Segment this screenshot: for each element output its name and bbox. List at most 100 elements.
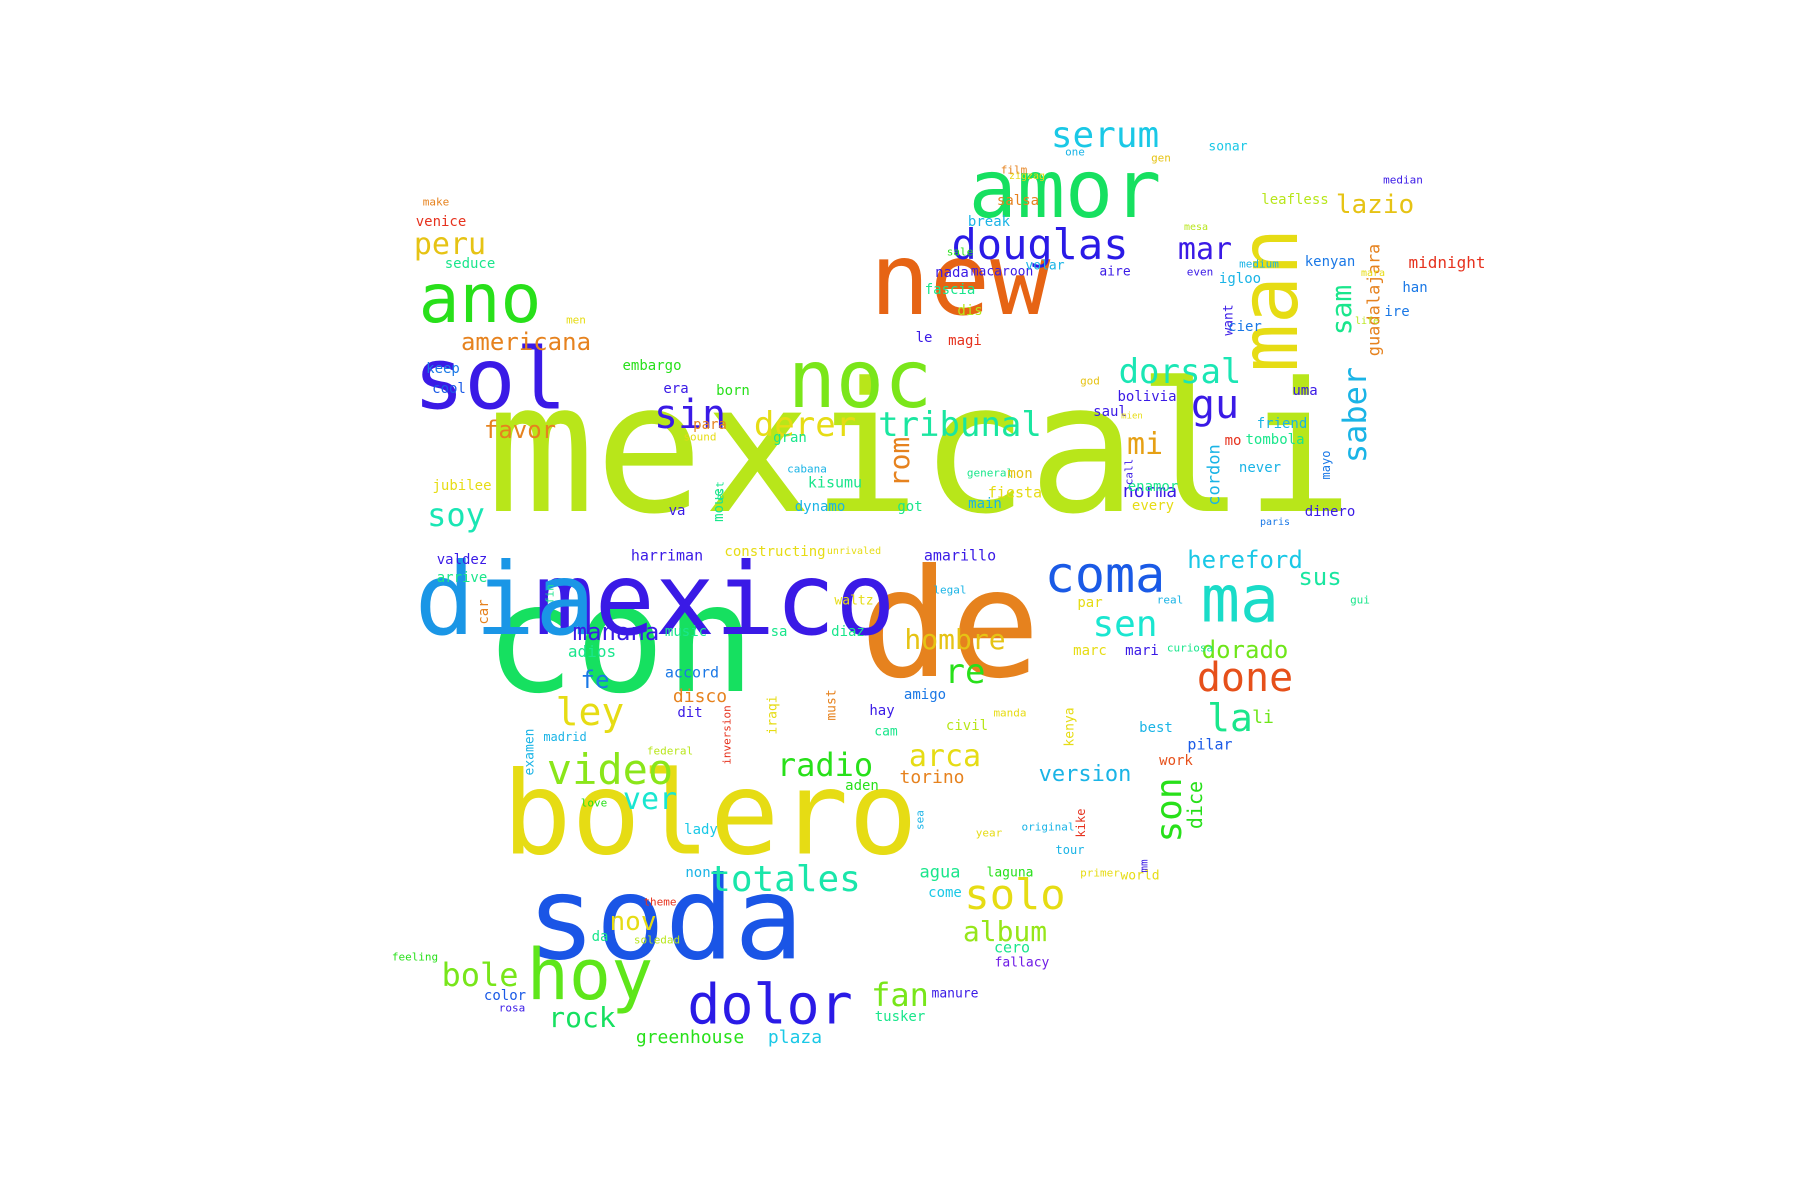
word: amigo — [903, 687, 947, 703]
word: music — [664, 624, 708, 640]
word: uma — [1292, 383, 1318, 399]
word: sound — [683, 430, 717, 444]
word: kenyan — [1304, 254, 1356, 270]
word: serum — [1050, 115, 1160, 156]
word: marc — [1073, 643, 1107, 659]
word: solo — [964, 870, 1066, 919]
word: ire — [1384, 304, 1410, 320]
word: valdez — [436, 552, 488, 568]
word: adios — [567, 642, 617, 661]
word: ley — [555, 690, 625, 734]
word: guadalajara — [1364, 243, 1385, 357]
word: hay — [869, 703, 895, 719]
word: agua — [919, 862, 961, 883]
word: favor — [483, 416, 557, 444]
word: volar — [1025, 258, 1065, 274]
word: cero — [993, 938, 1031, 957]
word: dia — [414, 541, 596, 658]
word: main — [968, 496, 1002, 512]
word: sin — [653, 392, 727, 438]
word: curiosa — [1166, 641, 1214, 655]
word: sol — [413, 330, 567, 430]
word: examen — [522, 728, 538, 776]
word: dorsal — [1118, 352, 1242, 392]
word: dis — [957, 303, 983, 319]
word: unrivaled — [826, 546, 882, 557]
word: one — [1065, 145, 1085, 159]
word: fiesta — [987, 483, 1043, 502]
word: dice — [1183, 780, 1207, 830]
word: con — [484, 553, 756, 727]
word: mon — [1007, 466, 1033, 482]
word: nov — [609, 907, 657, 937]
word: radio — [776, 746, 874, 784]
word: fin — [543, 584, 557, 604]
word: jubilee — [432, 478, 492, 494]
word: mara — [1360, 268, 1386, 279]
word: plaza — [767, 1027, 823, 1048]
word: arrive — [436, 570, 488, 586]
word: accord — [664, 663, 720, 682]
word: cam — [874, 724, 898, 740]
word: gran — [773, 430, 807, 446]
word: manda — [993, 706, 1027, 720]
word: tribunal — [878, 405, 1042, 445]
word: cordon — [1204, 444, 1225, 506]
word: lady — [684, 822, 718, 838]
word: arca — [908, 739, 982, 774]
word: hereford — [1187, 546, 1303, 574]
word: aire — [1099, 264, 1131, 280]
word: saul — [1093, 404, 1127, 420]
word: mien — [1121, 411, 1143, 422]
word: dorado — [1201, 636, 1289, 664]
word: lazio — [1335, 190, 1415, 220]
word: new — [869, 221, 1051, 338]
word: disco — [672, 686, 728, 707]
word: gui — [1350, 593, 1370, 607]
word: fascia — [924, 282, 976, 298]
word: sonar — [1208, 139, 1248, 155]
word: feeling — [391, 950, 439, 964]
word: work — [1159, 753, 1193, 769]
word: video — [546, 745, 674, 794]
word: fallacy — [994, 955, 1050, 971]
word: gen — [1151, 151, 1171, 165]
word: kike — [1074, 808, 1088, 838]
word: cool — [432, 381, 466, 397]
word: constructing — [724, 544, 826, 560]
word: non — [685, 865, 711, 881]
word: est — [713, 481, 727, 501]
word: greenhouse — [635, 1027, 745, 1048]
word: va — [668, 503, 686, 519]
word: mi — [1126, 427, 1164, 462]
word: rom — [883, 436, 916, 488]
word: ano — [418, 260, 542, 339]
word: igloo — [1218, 271, 1262, 287]
word: medium — [1239, 257, 1279, 271]
word: life — [1354, 316, 1380, 327]
word: da — [591, 929, 609, 945]
word: men — [566, 313, 586, 327]
word: fan — [871, 976, 929, 1014]
word: primer — [1080, 866, 1120, 880]
word: god — [1080, 374, 1100, 388]
word: manure — [931, 986, 979, 1002]
word: mo — [1224, 433, 1242, 449]
word: re — [944, 652, 986, 692]
word: year — [975, 826, 1003, 840]
word: saber — [1336, 366, 1374, 464]
word: coma — [1044, 546, 1166, 604]
word: nada — [935, 265, 969, 281]
word: bolero — [502, 747, 918, 882]
word: mexicali — [486, 345, 1354, 554]
word: sale — [946, 245, 974, 259]
word: iraqi — [765, 695, 781, 735]
word: torino — [899, 767, 965, 788]
word: embargo — [622, 358, 682, 374]
word: li — [1252, 707, 1274, 728]
word: sen — [1092, 604, 1158, 645]
word: derer — [753, 405, 857, 445]
word: median — [1383, 173, 1423, 187]
word: han — [1402, 280, 1428, 296]
word: born — [716, 383, 750, 399]
